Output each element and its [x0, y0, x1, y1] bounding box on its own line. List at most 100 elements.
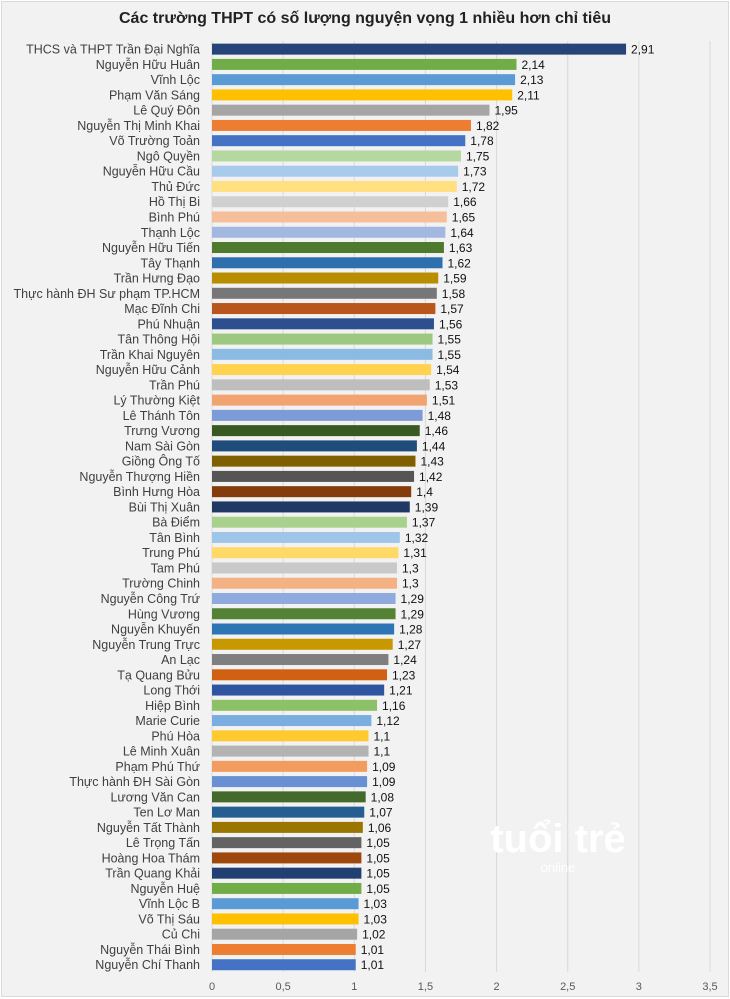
- bar: [212, 928, 358, 940]
- category-label: Tam Phú: [151, 561, 200, 575]
- category-label: Võ Trường Toản: [109, 134, 200, 148]
- data-label: 1,73: [463, 165, 487, 179]
- bar: [212, 333, 433, 345]
- bar: [212, 882, 362, 894]
- category-label: Ngô Quyền: [137, 149, 200, 163]
- bar: [212, 43, 627, 55]
- data-label: 1,42: [419, 470, 443, 484]
- category-label: Lê Minh Xuân: [123, 745, 200, 759]
- category-label: Võ Thị Sáu: [138, 912, 200, 926]
- data-label: 1,03: [364, 912, 388, 926]
- category-label: Tân Thông Hội: [118, 333, 200, 347]
- bar: [212, 58, 517, 70]
- data-label: 1,29: [401, 607, 425, 621]
- data-label: 1,31: [403, 546, 427, 560]
- x-tick-label: 2: [494, 981, 500, 993]
- data-label: 1,53: [435, 378, 459, 392]
- watermark-logo: tuổi trẻ online: [490, 817, 626, 875]
- category-label: Long Thới: [143, 684, 200, 698]
- bar: [212, 348, 433, 360]
- x-tick-label: 1,5: [418, 981, 433, 993]
- bar: [212, 821, 363, 833]
- category-label: Trung Phú: [142, 546, 200, 560]
- category-label: Trần Hưng Đạo: [114, 272, 200, 286]
- category-label: Trần Khai Nguyên: [100, 348, 200, 362]
- data-label: 1,05: [366, 851, 390, 865]
- bar: [212, 760, 368, 772]
- data-label: 1,01: [361, 958, 385, 972]
- watermark-main: tuổi trẻ: [490, 817, 626, 861]
- bar: [212, 837, 362, 849]
- category-label: Hoàng Hoa Thám: [102, 851, 200, 865]
- category-label: Nguyễn Thượng Hiền: [79, 469, 200, 484]
- category-label: Trưng Vương: [124, 424, 200, 438]
- category-label: Thực hành ĐH Sài Gòn: [69, 775, 200, 789]
- bar: [212, 211, 447, 223]
- bar: [212, 409, 423, 421]
- data-label: 1,24: [393, 653, 417, 667]
- bar: [212, 516, 407, 528]
- bar: [212, 684, 385, 696]
- data-label: 1,29: [401, 592, 425, 606]
- category-label: Lý Thường Kiệt: [113, 394, 200, 408]
- category-label: Nguyễn Chí Thanh: [95, 957, 200, 972]
- bar: [212, 394, 427, 406]
- data-label: 1,02: [362, 928, 386, 942]
- category-label: Phú Hòa: [151, 729, 200, 743]
- bar: [212, 715, 372, 727]
- category-label: Bùi Thị Xuân: [129, 500, 200, 514]
- data-label: 1,05: [366, 867, 390, 881]
- category-label: Giồng Ông Tố: [122, 454, 200, 469]
- data-label: 1,1: [374, 729, 391, 743]
- bar: [212, 531, 400, 543]
- data-label: 1,66: [453, 195, 477, 209]
- category-label: Vĩnh Lộc B: [139, 897, 200, 911]
- category-label: Phạm Phú Thứ: [115, 760, 200, 774]
- category-label: THCS và THPT Trần Đại Nghĩa: [26, 43, 200, 57]
- category-label: Phú Nhuận: [137, 317, 200, 331]
- data-label: 1,09: [372, 775, 396, 789]
- category-label: Ten Lơ Man: [133, 806, 200, 820]
- category-label: Nguyễn Hữu Huân: [96, 57, 200, 72]
- category-label: Marie Curie: [135, 714, 200, 728]
- data-label: 1,07: [369, 806, 393, 820]
- category-label: Vĩnh Lộc: [151, 73, 200, 87]
- bar: [212, 89, 513, 101]
- data-label: 1,23: [392, 668, 416, 682]
- data-label: 1,12: [376, 714, 400, 728]
- bar: [212, 303, 436, 315]
- data-label: 1,08: [371, 790, 395, 804]
- data-label: 1,58: [442, 287, 466, 301]
- category-label: An Lạc: [161, 653, 200, 667]
- category-label: Lê Quý Đôn: [133, 104, 200, 118]
- category-label: Bình Hưng Hòa: [113, 485, 200, 499]
- bar: [212, 638, 393, 650]
- chart-title: Các trường THPT có số lượng nguyện vọng …: [119, 10, 611, 27]
- data-label: 1,05: [366, 882, 390, 896]
- bar: [212, 226, 446, 238]
- category-label: Thạnh Lộc: [141, 226, 200, 240]
- bar: [212, 440, 417, 452]
- data-label: 1,59: [443, 272, 467, 286]
- bar: [212, 287, 437, 299]
- category-label: Nguyễn Hữu Cảnh: [96, 362, 200, 377]
- bar: [212, 318, 434, 330]
- category-label: Củ Chi: [162, 928, 200, 942]
- data-label: 1,82: [476, 119, 500, 133]
- category-label: Nguyễn Khuyến: [111, 622, 200, 637]
- x-tick-label: 2,5: [560, 981, 575, 993]
- data-label: 1,16: [382, 699, 406, 713]
- data-label: 1,95: [494, 104, 518, 118]
- bar: [212, 654, 389, 666]
- data-label: 1,03: [364, 897, 388, 911]
- data-label: 1,48: [428, 409, 452, 423]
- category-label: Trường Chinh: [122, 577, 200, 591]
- bar: [212, 425, 420, 437]
- bar: [212, 943, 356, 955]
- data-label: 1,05: [366, 836, 390, 850]
- category-label: Tân Bình: [149, 531, 200, 545]
- bar: [212, 486, 412, 498]
- category-label: Nguyễn Huệ: [131, 881, 201, 896]
- bar: [212, 959, 356, 971]
- bar: [212, 74, 516, 86]
